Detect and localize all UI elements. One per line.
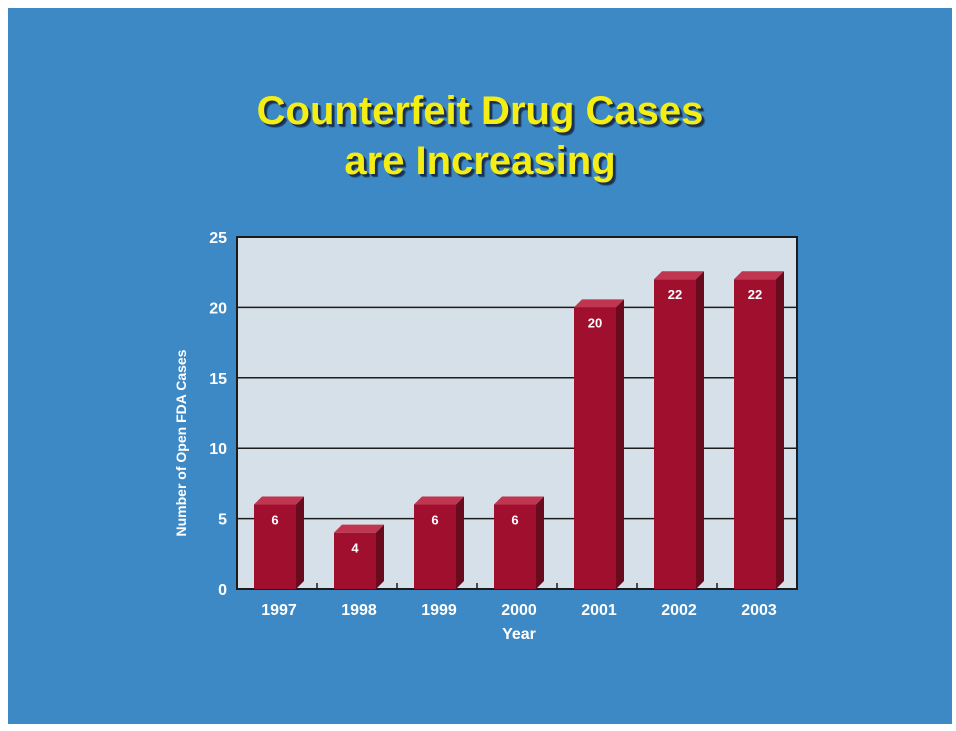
slide-background: Counterfeit Drug Cases are Increasing 0 5…	[8, 8, 952, 724]
data-label: 22	[668, 287, 682, 302]
y-tick-label: 20	[209, 300, 227, 317]
chart-title: Counterfeit Drug Cases are Increasing	[8, 86, 952, 186]
bar-top	[654, 271, 704, 280]
bar-side	[376, 524, 384, 589]
y-tick-label: 10	[209, 441, 227, 458]
x-tick-label: 2003	[741, 602, 777, 619]
bar	[254, 504, 296, 589]
title-line-2: are Increasing	[344, 139, 616, 183]
bar-side	[696, 271, 704, 589]
y-tick-label: 15	[209, 371, 227, 388]
x-tick-label: 2002	[661, 602, 697, 619]
data-label: 22	[748, 287, 762, 302]
bar	[494, 504, 536, 589]
bar-side	[776, 271, 784, 589]
bar	[334, 532, 376, 589]
data-label: 4	[351, 541, 359, 556]
bar-chart: 0 5 10 15 20 25 6 1997 4 1998 6 1999 6 2000 20 2001 22 20…	[173, 230, 798, 643]
x-axis-title: Year	[502, 626, 536, 643]
x-tick-label: 1998	[341, 602, 377, 619]
bar-top	[574, 299, 624, 308]
title-line-1: Counterfeit Drug Cases	[256, 89, 704, 133]
bar-top	[494, 496, 544, 505]
data-label: 20	[588, 315, 602, 330]
bar	[654, 279, 696, 589]
y-axis-title: Number of Open FDA Cases	[173, 349, 189, 536]
y-tick-label: 25	[209, 230, 227, 247]
bar-side	[536, 496, 544, 589]
y-tick-label: 5	[218, 512, 227, 529]
bar-top	[734, 271, 784, 280]
data-label: 6	[431, 513, 438, 528]
bar-side	[616, 299, 624, 589]
data-label: 6	[271, 513, 278, 528]
x-tick-label: 2001	[581, 602, 617, 619]
bar-top	[414, 496, 464, 505]
x-tick-label: 1999	[421, 602, 457, 619]
x-tick-label: 2000	[501, 602, 537, 619]
x-tick-label: 1997	[261, 602, 297, 619]
data-label: 6	[511, 513, 518, 528]
bar-side	[456, 496, 464, 589]
bar	[574, 307, 616, 589]
bar	[734, 279, 776, 589]
bar-top	[334, 524, 384, 533]
bar-top	[254, 496, 304, 505]
y-tick-label: 0	[218, 582, 227, 599]
bar	[414, 504, 456, 589]
bar-side	[296, 496, 304, 589]
